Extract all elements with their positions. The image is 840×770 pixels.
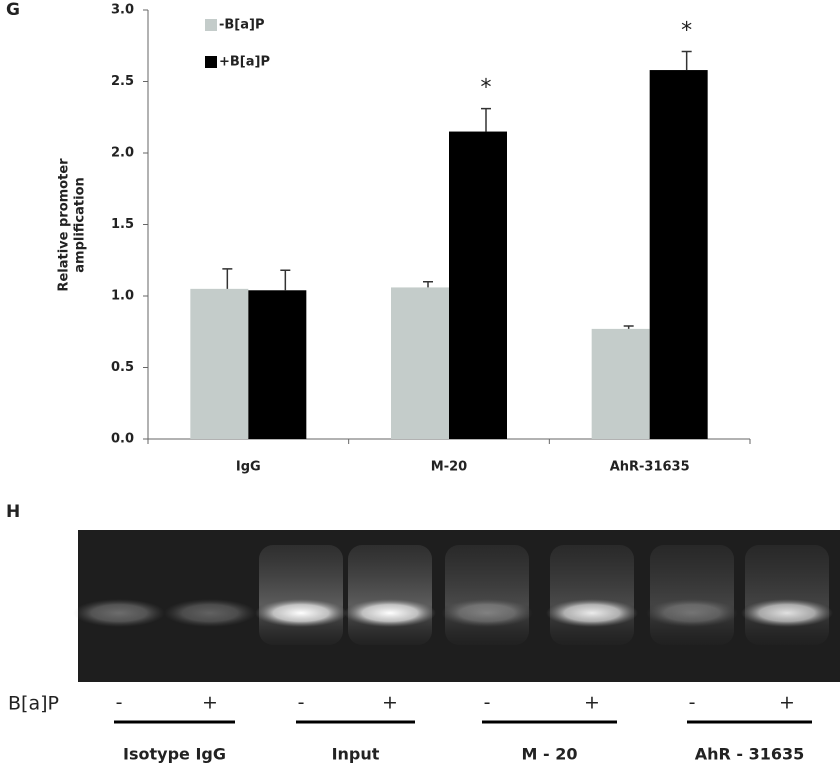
gel-band	[164, 599, 256, 627]
annotation: *	[481, 76, 492, 101]
row-label: B[a]P	[8, 693, 59, 715]
bar	[190, 288, 249, 439]
lane-sign: -	[484, 692, 491, 714]
bar	[248, 290, 307, 439]
gel-band	[255, 599, 347, 627]
error-bar	[222, 268, 233, 289]
gel-band	[441, 599, 533, 627]
lane-sign: -	[116, 692, 123, 714]
lane-sign: +	[202, 692, 218, 714]
bar	[649, 70, 708, 439]
y-tick-label: 1.0	[111, 289, 134, 304]
gel-band	[646, 599, 738, 627]
gel-smear	[348, 545, 432, 645]
bar	[391, 287, 449, 439]
error-bar	[423, 280, 433, 288]
y-tick-label: 0.5	[111, 360, 134, 375]
x-tick-label: AhR-31635	[610, 460, 690, 475]
y-tick-label: 0.0	[111, 432, 134, 447]
gel-smear	[445, 545, 529, 645]
error-bar	[481, 107, 491, 132]
bar	[591, 328, 650, 439]
y-axis-title-line: Relative promoter	[57, 158, 72, 292]
legend-label: +B[a]P	[219, 55, 270, 70]
gel-band	[73, 599, 165, 627]
lane-sign: +	[584, 692, 600, 714]
gel-smear	[259, 545, 343, 645]
bar	[449, 131, 507, 440]
gel-smear	[550, 545, 634, 645]
panel-label: G	[6, 0, 20, 20]
x-tick-label: IgG	[236, 460, 261, 475]
error-bar	[280, 269, 291, 291]
group-label: M - 20	[522, 745, 578, 764]
lane-sign: +	[779, 692, 795, 714]
y-tick-label: 1.5	[111, 217, 134, 232]
x-tick-label: M-20	[431, 460, 467, 475]
group-label: Isotype IgG	[123, 745, 226, 764]
group-label: Input	[332, 745, 380, 764]
lane-sign: +	[382, 692, 398, 714]
legend-swatch	[205, 19, 217, 31]
y-tick-label: 3.0	[111, 3, 134, 18]
annotation: *	[681, 18, 692, 43]
y-tick-label: 2.0	[111, 146, 134, 161]
group-label: AhR - 31635	[695, 745, 805, 764]
gel-smear	[650, 545, 734, 645]
gel-band	[741, 599, 833, 627]
error-bar	[623, 325, 634, 329]
gel-band	[344, 599, 436, 627]
error-bar	[681, 50, 692, 71]
panel-label: H	[6, 502, 20, 522]
y-axis-title: Relative promoter amplification	[57, 158, 88, 292]
legend-label: -B[a]P	[219, 18, 265, 33]
y-tick-label: 2.5	[111, 74, 134, 89]
lane-sign: -	[298, 692, 305, 714]
legend-swatch	[205, 56, 217, 68]
gel-band	[546, 599, 638, 627]
gel-smear	[745, 545, 829, 645]
lane-sign: -	[689, 692, 696, 714]
y-axis-title-line: amplification	[73, 177, 88, 273]
